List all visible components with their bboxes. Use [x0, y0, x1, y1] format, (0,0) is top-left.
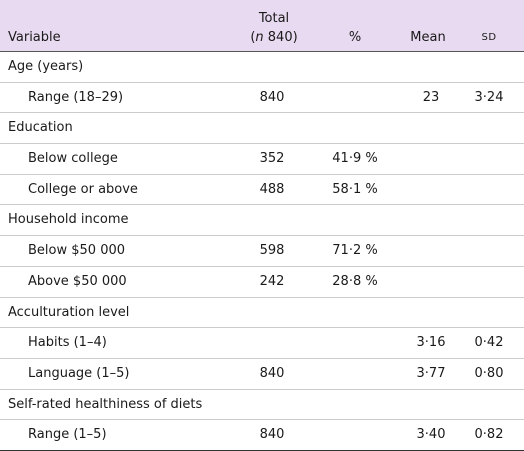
- data-row: Language (1–5) 840 3·77 0·80: [0, 359, 524, 390]
- section-row: Self-rated healthiness of diets: [0, 390, 524, 421]
- cell-value: 598: [259, 243, 285, 259]
- data-row: Habits (1–4) 3·16 0·42: [0, 328, 524, 359]
- row-label: Age (years): [8, 59, 84, 74]
- row-label: Range (1–5): [28, 427, 107, 443]
- header-sd: SD: [481, 32, 497, 43]
- data-row: College or above 488 58·1 %: [0, 175, 524, 206]
- cell-value: 242: [259, 273, 285, 289]
- text: n: [255, 30, 264, 45]
- text: (: [250, 30, 256, 45]
- row-label: Habits (1–4): [28, 335, 107, 351]
- header-variable: Variable: [8, 30, 61, 45]
- data-row: Range (1–5) 840 3·40 0·82: [0, 420, 524, 451]
- data-row: Above $50 000 242 28·8 %: [0, 267, 524, 298]
- cell-value: 41·9 %: [332, 151, 378, 167]
- cell-value: 840: [259, 365, 285, 381]
- row-label: Above $50 000: [28, 273, 127, 289]
- cell-value: 3·40: [416, 427, 446, 443]
- data-row: Below $50 000 598 71·2 %: [0, 236, 524, 267]
- cell-value: 0·80: [474, 365, 504, 381]
- cell-value: 840: [259, 89, 285, 105]
- section-row: Education: [0, 113, 524, 145]
- cell-value: 71·2 %: [332, 243, 378, 259]
- row-label: Self-rated healthiness of diets: [8, 396, 203, 412]
- cell-value: 3·77: [416, 365, 446, 381]
- row-label: Language (1–5): [28, 365, 130, 381]
- cell-value: 0·42: [474, 335, 504, 351]
- cell-value: 58·1 %: [332, 181, 378, 197]
- row-label: Below $50 000: [28, 243, 126, 259]
- section-row: Household income: [0, 205, 524, 237]
- header-mean: Mean: [410, 30, 446, 45]
- cell-value: 3·16: [416, 335, 446, 351]
- header-total-sub: (n 840): [250, 30, 297, 45]
- row-label: Range (18–29): [28, 89, 124, 105]
- cell-value: 3·24: [474, 89, 504, 105]
- table-header: Variable Total (n 840) % Mean SD: [0, 0, 524, 52]
- cell-value: 488: [259, 181, 285, 197]
- cell-value: 23: [422, 89, 440, 105]
- row-label: Below college: [28, 151, 118, 167]
- section-row: Acculturation level: [0, 298, 524, 329]
- cell-value: 840: [259, 427, 285, 443]
- header-total: Total: [258, 11, 290, 26]
- text: 840): [263, 30, 298, 45]
- row-label: Household income: [8, 212, 129, 228]
- cell-value: 352: [259, 151, 285, 167]
- row-label: Acculturation level: [8, 304, 130, 320]
- section-row: Age (years): [0, 52, 524, 83]
- row-label: College or above: [28, 181, 138, 197]
- cell-value: 0·82: [474, 427, 504, 443]
- cell-value: 28·8 %: [332, 273, 378, 289]
- row-label: Education: [8, 120, 73, 136]
- data-row: Below college 352 41·9 %: [0, 144, 524, 175]
- data-row: Range (18–29) 840 23 3·24: [0, 83, 524, 114]
- header-percent: %: [348, 30, 362, 45]
